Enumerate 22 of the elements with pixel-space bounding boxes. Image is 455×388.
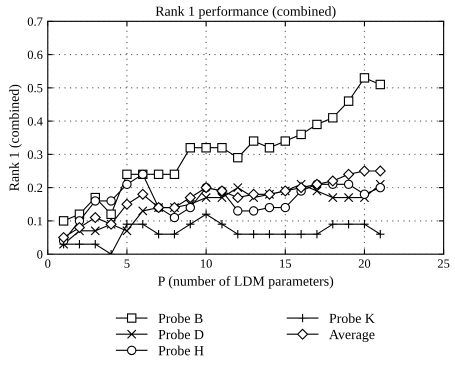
x-tick-label: 20 (358, 259, 370, 268)
y-tick-label: 0.2 (28, 184, 42, 192)
legend-label: Probe H (158, 346, 204, 356)
legend-label: Probe B (158, 313, 203, 324)
y-tick-label: 0.3 (28, 150, 42, 159)
chart-title: Rank 1 performance (combined) (156, 6, 336, 19)
y-tick-label: 0.6 (28, 50, 43, 60)
x-tick-label: 0 (45, 259, 50, 268)
x-tick-label: 15 (280, 259, 292, 268)
y-axis-title: Rank 1 (combined) (9, 84, 22, 191)
x-axis-title: P (number of LDM parameters) (158, 276, 334, 289)
legend-label: Probe D (158, 329, 204, 340)
y-tick-label: 0.7 (28, 17, 43, 26)
legend-label: Average (329, 330, 375, 342)
legend-label: Probe K (329, 313, 375, 324)
y-tick-label: 0.5 (28, 84, 42, 92)
y-tick-label: 0 (37, 250, 42, 259)
y-tick-label: 0.1 (28, 216, 42, 226)
x-tick-label: 5 (124, 259, 130, 268)
x-tick-label: 10 (200, 259, 212, 268)
x-tick-label: 25 (438, 259, 450, 268)
y-tick-label: 0.4 (28, 117, 43, 126)
